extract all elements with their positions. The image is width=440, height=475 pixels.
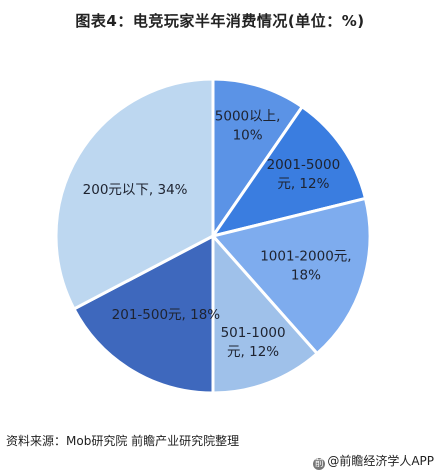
- pie-slice-5: [54, 77, 215, 311]
- slice-label-line: 201-500元, 18%: [112, 307, 221, 323]
- pie-slice-3: [211, 232, 320, 395]
- pie-slice-1: [209, 104, 368, 239]
- qianzhan-logo-icon: 前: [313, 458, 326, 470]
- slice-label-line: 18%: [291, 268, 321, 284]
- slice-label-line: 元, 12%: [227, 344, 279, 360]
- slice-label-line: 元, 12%: [277, 176, 329, 192]
- slice-label-line: 200元以下, 34%: [83, 182, 188, 198]
- slice-label-3: 501-1000 元, 12%: [221, 325, 286, 360]
- slice-label-5: 200元以下, 34%: [83, 182, 188, 198]
- slice-labels: 5000以上, 10%2001-5000 元, 12% 1001-2000元, 18% 5…: [83, 109, 352, 361]
- pie-slice-0: [211, 77, 305, 241]
- slice-label-line: 2001-5000: [267, 157, 341, 173]
- slice-label-0: 5000以上, 10%: [215, 109, 281, 144]
- slice-label-2: 1001-2000元, 18%: [260, 249, 351, 284]
- pie-chart: 5000以上, 10%2001-5000 元, 12% 1001-2000元, 18% 5…: [54, 77, 372, 395]
- slice-label-line: 1001-2000元,: [260, 249, 351, 265]
- pie-slices: [54, 77, 372, 395]
- slice-label-line: 501-1000: [221, 325, 286, 341]
- slice-label-line: 5000以上,: [215, 109, 281, 125]
- credit-text: @前瞻经济学人APP: [327, 454, 434, 468]
- source-note: 资料来源：Mob研究院 前瞻产业研究院整理: [6, 434, 240, 448]
- pie-slice-4: [71, 233, 215, 395]
- slice-label-4: 201-500元, 18%: [112, 307, 221, 323]
- slice-label-line: 10%: [233, 128, 263, 144]
- pie-slice-2: [210, 196, 372, 356]
- credit-line: 前 @前瞻经济学人APP: [313, 452, 434, 470]
- chart-title: 图表4：电竞玩家半年消费情况(单位：%): [75, 12, 365, 30]
- slice-label-1: 2001-5000 元, 12%: [267, 157, 341, 192]
